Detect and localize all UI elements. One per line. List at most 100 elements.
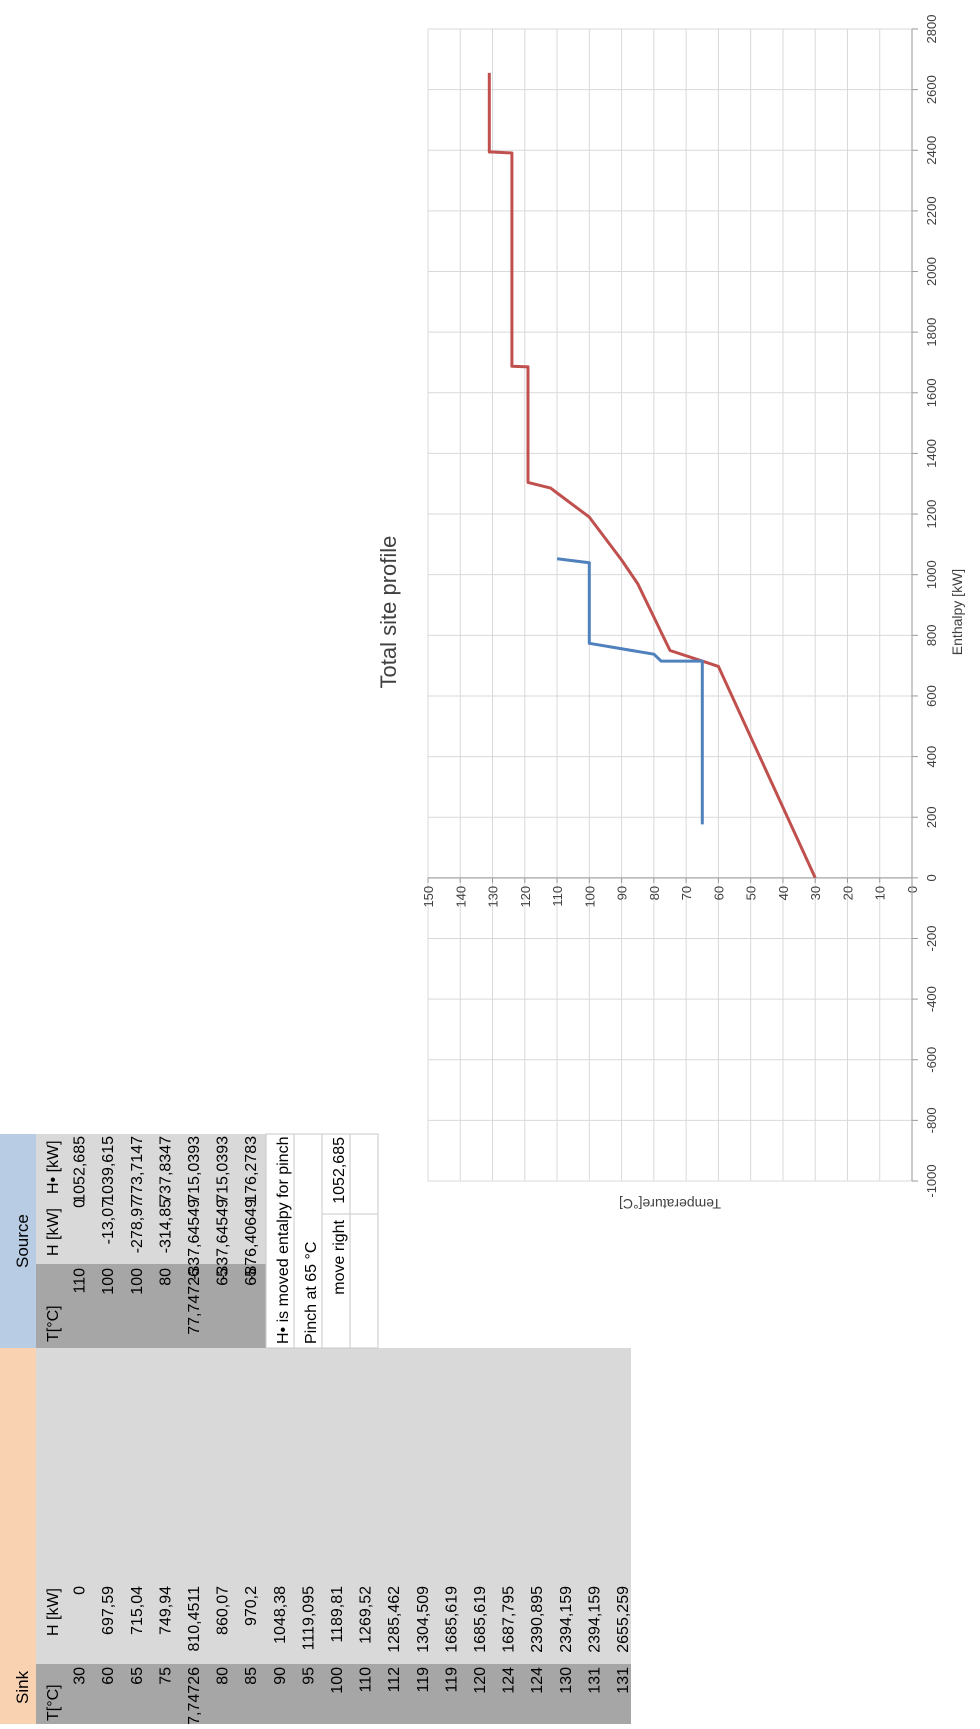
sink-row-h: 1685,619	[443, 1586, 460, 1653]
x-axis-label: Enthalpy [kW]	[949, 569, 965, 655]
sink-grid-bg	[36, 1348, 631, 1664]
x-tick-label: 1800	[924, 318, 939, 347]
source-row-h: -314,85	[157, 1199, 174, 1253]
source-row-t: 77,74726	[186, 1268, 203, 1335]
sink-col-t: T[°C]	[45, 1684, 62, 1721]
source-row-t: 100	[129, 1268, 146, 1295]
y-tick-label: 60	[711, 886, 726, 900]
sink-row-t: 77,74726	[186, 1667, 203, 1724]
sink-row-t: 120	[472, 1667, 489, 1694]
sink-row-t: 65	[129, 1667, 146, 1685]
y-tick-label: 50	[744, 886, 759, 900]
move-right-label: move right	[331, 1219, 348, 1294]
x-tick-label: -800	[924, 1107, 939, 1133]
x-tick-label: 1600	[924, 378, 939, 407]
sink-row-t: 112	[386, 1667, 403, 1693]
y-tick-label: 120	[518, 886, 533, 908]
sink-row-t: 119	[443, 1667, 460, 1693]
sink-row-t: 110	[358, 1667, 375, 1693]
sink-col-h: H [kW]	[45, 1588, 62, 1636]
sink-row-h: 970,2	[243, 1586, 260, 1626]
x-tick-label: 2800	[924, 15, 939, 44]
total-site-profile-chart: -1000 -800 -600 -400 -200 0 200 400 600 800 1000 12…	[376, 15, 965, 1212]
y-tick-label: 110	[550, 886, 565, 907]
source-row-hs: 176,2783	[243, 1136, 260, 1203]
x-tick-label: 400	[924, 746, 939, 768]
source-row-hs: 773,7147	[129, 1136, 146, 1203]
pinch-note: Pinch at 65 °C	[303, 1242, 320, 1344]
plot-area	[428, 29, 912, 1181]
sink-row-t: 131	[586, 1667, 603, 1694]
sink-row-t: 90	[272, 1667, 289, 1685]
sink-row-t: 124	[501, 1667, 518, 1694]
x-tick-label: 1000	[924, 560, 939, 589]
sink-header-cell	[0, 1348, 36, 1724]
source-row-h: -337,64549	[215, 1199, 232, 1280]
sink-row-t: 30	[72, 1667, 89, 1685]
x-tick-label: 2600	[924, 75, 939, 104]
source-row-hs: 1052,685	[72, 1136, 89, 1203]
source-row-hs: 715,0393	[215, 1136, 232, 1203]
y-tick-label: 90	[615, 886, 630, 900]
y-tick-label: 100	[582, 886, 597, 908]
y-tick-label: 80	[647, 886, 662, 900]
x-tick-label: 1400	[924, 439, 939, 468]
x-tick-label: -200	[924, 925, 939, 951]
x-tick-label: 1200	[924, 500, 939, 529]
sink-row-h: 2394,159	[586, 1586, 603, 1653]
source-col-t: T[°C]	[45, 1305, 62, 1342]
source-row-h: -13,07	[100, 1199, 117, 1244]
source-row-t: 100	[100, 1268, 117, 1295]
sink-row-h: 1269,52	[358, 1586, 375, 1644]
sink-row-t: 124	[529, 1667, 546, 1694]
x-tick-label: 2200	[924, 196, 939, 225]
y-tick-label: 10	[873, 886, 888, 900]
source-row-h: -337,64549	[186, 1199, 203, 1280]
data-table: Sink T[°C] H [kW] 30 0 60 697,59 65 715,04 75 749,…	[0, 1133, 632, 1729]
sink-row-h: 697,59	[100, 1586, 117, 1635]
source-row-t: 65	[243, 1268, 260, 1286]
sink-row-h: 1119,095	[300, 1586, 317, 1650]
sink-row-t: 119	[415, 1667, 432, 1693]
sink-row-h: 2394,159	[558, 1586, 575, 1653]
source-header-cell	[0, 1134, 36, 1348]
y-tick-label: 30	[808, 886, 823, 900]
source-row-h: 0	[72, 1199, 89, 1208]
y-tick-label: 150	[421, 886, 436, 908]
x-tick-label: -400	[924, 986, 939, 1012]
sink-row-h: 0	[72, 1586, 89, 1595]
sink-row-h: 2390,895	[529, 1586, 546, 1653]
source-col-h: H [kW]	[45, 1208, 62, 1256]
sink-t-column	[36, 1664, 631, 1724]
source-col-hs: H• [kW]	[45, 1140, 62, 1194]
sink-row-h: 749,94	[157, 1586, 174, 1635]
sink-row-t: 60	[100, 1667, 117, 1685]
sink-row-t: 130	[558, 1667, 575, 1694]
y-tick-label: 70	[679, 886, 694, 900]
y-tick-label: 20	[840, 886, 855, 900]
y-axis-label: Temperature[°C]	[619, 1196, 721, 1212]
sink-row-t: 80	[215, 1667, 232, 1685]
sink-row-h: 810,4511	[186, 1586, 203, 1652]
sink-row-h: 715,04	[129, 1586, 146, 1635]
sink-series-line	[487, 72, 817, 879]
sink-row-h: 1189,81	[329, 1586, 346, 1643]
sink-row-h: 2655,259	[615, 1586, 632, 1653]
sink-row-h: 1285,462	[386, 1586, 403, 1653]
sink-row-h: 1685,619	[472, 1586, 489, 1653]
x-tick-label: 2000	[924, 257, 939, 286]
x-tick-label: -600	[924, 1047, 939, 1073]
y-tick-label: 130	[486, 886, 501, 908]
source-row-t: 65	[215, 1268, 232, 1286]
x-tick-label: 2400	[924, 136, 939, 165]
source-t-column	[36, 1264, 266, 1348]
sink-row-t: 100	[329, 1667, 346, 1694]
x-tick-label: 0	[924, 874, 939, 881]
x-tick-label: 200	[924, 806, 939, 828]
source-row-h: -876,40649	[243, 1199, 260, 1280]
sink-row-h: 1304,509	[415, 1586, 432, 1653]
sink-row-h: 860,07	[215, 1586, 232, 1635]
sink-row-t: 131	[615, 1667, 632, 1694]
